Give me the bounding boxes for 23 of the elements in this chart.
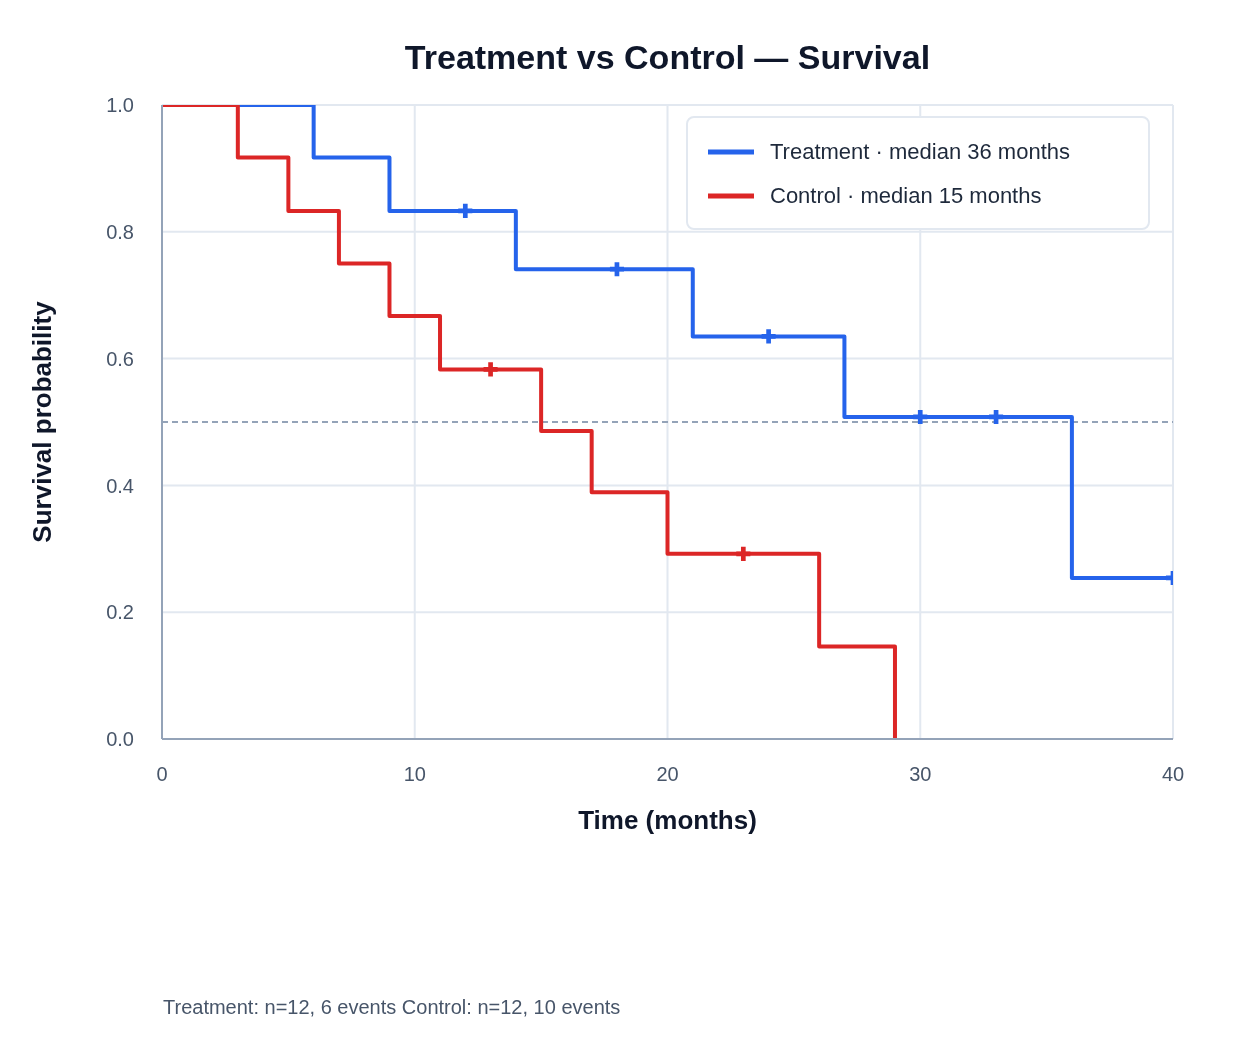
y-tick-label: 0.2 (106, 601, 134, 624)
x-axis-title: Time (months) (578, 805, 757, 835)
chart-title: Treatment vs Control — Survival (403, 38, 932, 77)
point (458, 203, 473, 218)
y-tick-label: 0.0 (106, 728, 134, 751)
legend-label: Control · median 15 months (770, 183, 1042, 209)
point (736, 546, 751, 561)
y-tick-label: 0.8 (106, 220, 134, 243)
text: Treatment: n=12, 6 events Control: n=12, 10 events (163, 996, 621, 1019)
x-tick-label: 0 (156, 763, 168, 786)
y-tick-label: 0.4 (106, 474, 134, 497)
point (609, 262, 624, 277)
point (913, 409, 928, 424)
point (761, 329, 776, 344)
point (483, 362, 498, 377)
y-tick-label: 0.6 (106, 347, 134, 370)
x-tick-label: 30 (909, 763, 932, 786)
y-axis-title: Survival probability (27, 300, 58, 543)
y-tick-label: 1.0 (106, 94, 134, 117)
x-tick-label: 20 (656, 763, 679, 786)
x-tick-label: 10 (403, 763, 426, 786)
legend-label: Treatment · median 36 months (770, 139, 1070, 165)
x-tick-label: 40 (1161, 763, 1185, 786)
